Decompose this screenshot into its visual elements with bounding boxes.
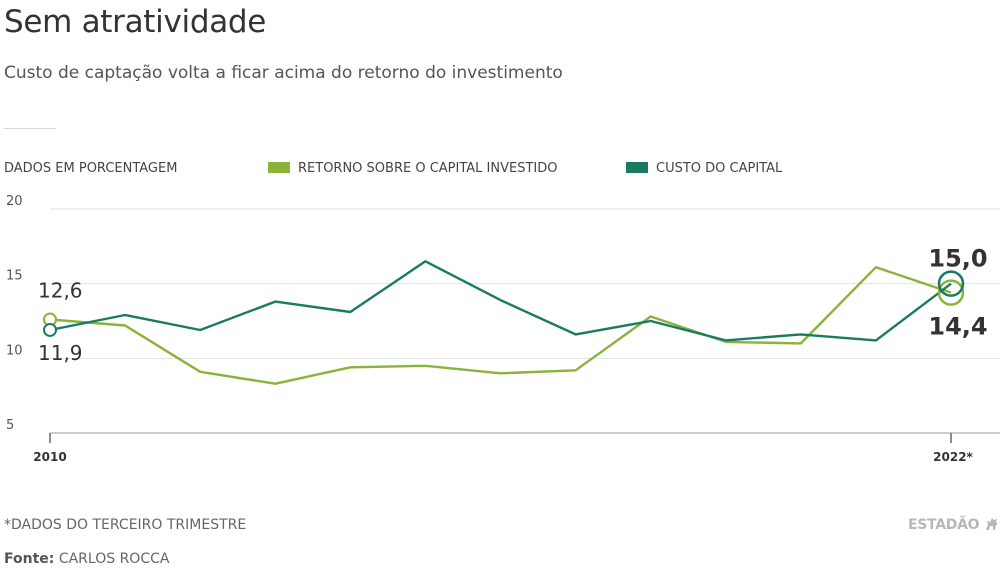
legend-swatch-roic: [268, 162, 290, 173]
x-tick-label: 2010: [33, 450, 66, 464]
legend-item-roic: RETORNO SOBRE O CAPITAL INVESTIDO: [268, 161, 557, 176]
legend-label-roic: RETORNO SOBRE O CAPITAL INVESTIDO: [298, 161, 558, 176]
publisher-logo: ESTADÃO: [908, 516, 1000, 533]
end-marker-roic: [937, 279, 965, 306]
units-label: DADOS EM PORCENTAGEM: [4, 161, 178, 176]
start-marker-cost: [43, 322, 57, 337]
source-label: Fonte:: [4, 551, 55, 567]
legend-item-cost: CUSTO DO CAPITAL: [626, 161, 782, 176]
y-tick-label: 10: [6, 343, 23, 358]
chart-title: Sem atratividade: [4, 4, 267, 40]
x-tick-label: 2022*: [933, 450, 973, 464]
y-tick-label: 20: [6, 194, 23, 209]
logo-text: ESTADÃO: [908, 517, 980, 533]
y-tick-label: 5: [6, 418, 14, 433]
source-line: Fonte: CARLOS ROCCA: [4, 551, 169, 567]
legend-label-cost: CUSTO DO CAPITAL: [656, 161, 783, 176]
series-line-roic: [49, 266, 952, 385]
line-chart: 20 15 10 5 2010 2022* 12,6 11,9 15,0 14,4: [6, 194, 1000, 464]
horse-rider-icon: [985, 518, 998, 530]
y-tick-label: 15: [6, 269, 23, 284]
chart-subtitle: Custo de captação volta a ficar acima do…: [4, 63, 563, 83]
divider: [4, 128, 56, 129]
data-label: 11,9: [38, 341, 83, 365]
data-label: 14,4: [928, 313, 987, 341]
footnote: *DADOS DO TERCEIRO TRIMESTRE: [4, 517, 247, 533]
source-name: CARLOS ROCCA: [58, 551, 170, 567]
data-label: 12,6: [38, 279, 83, 303]
end-marker-cost: [937, 270, 965, 297]
data-label: 15,0: [928, 245, 987, 273]
series-line-cost: [49, 260, 952, 342]
legend-swatch-cost: [626, 162, 648, 173]
